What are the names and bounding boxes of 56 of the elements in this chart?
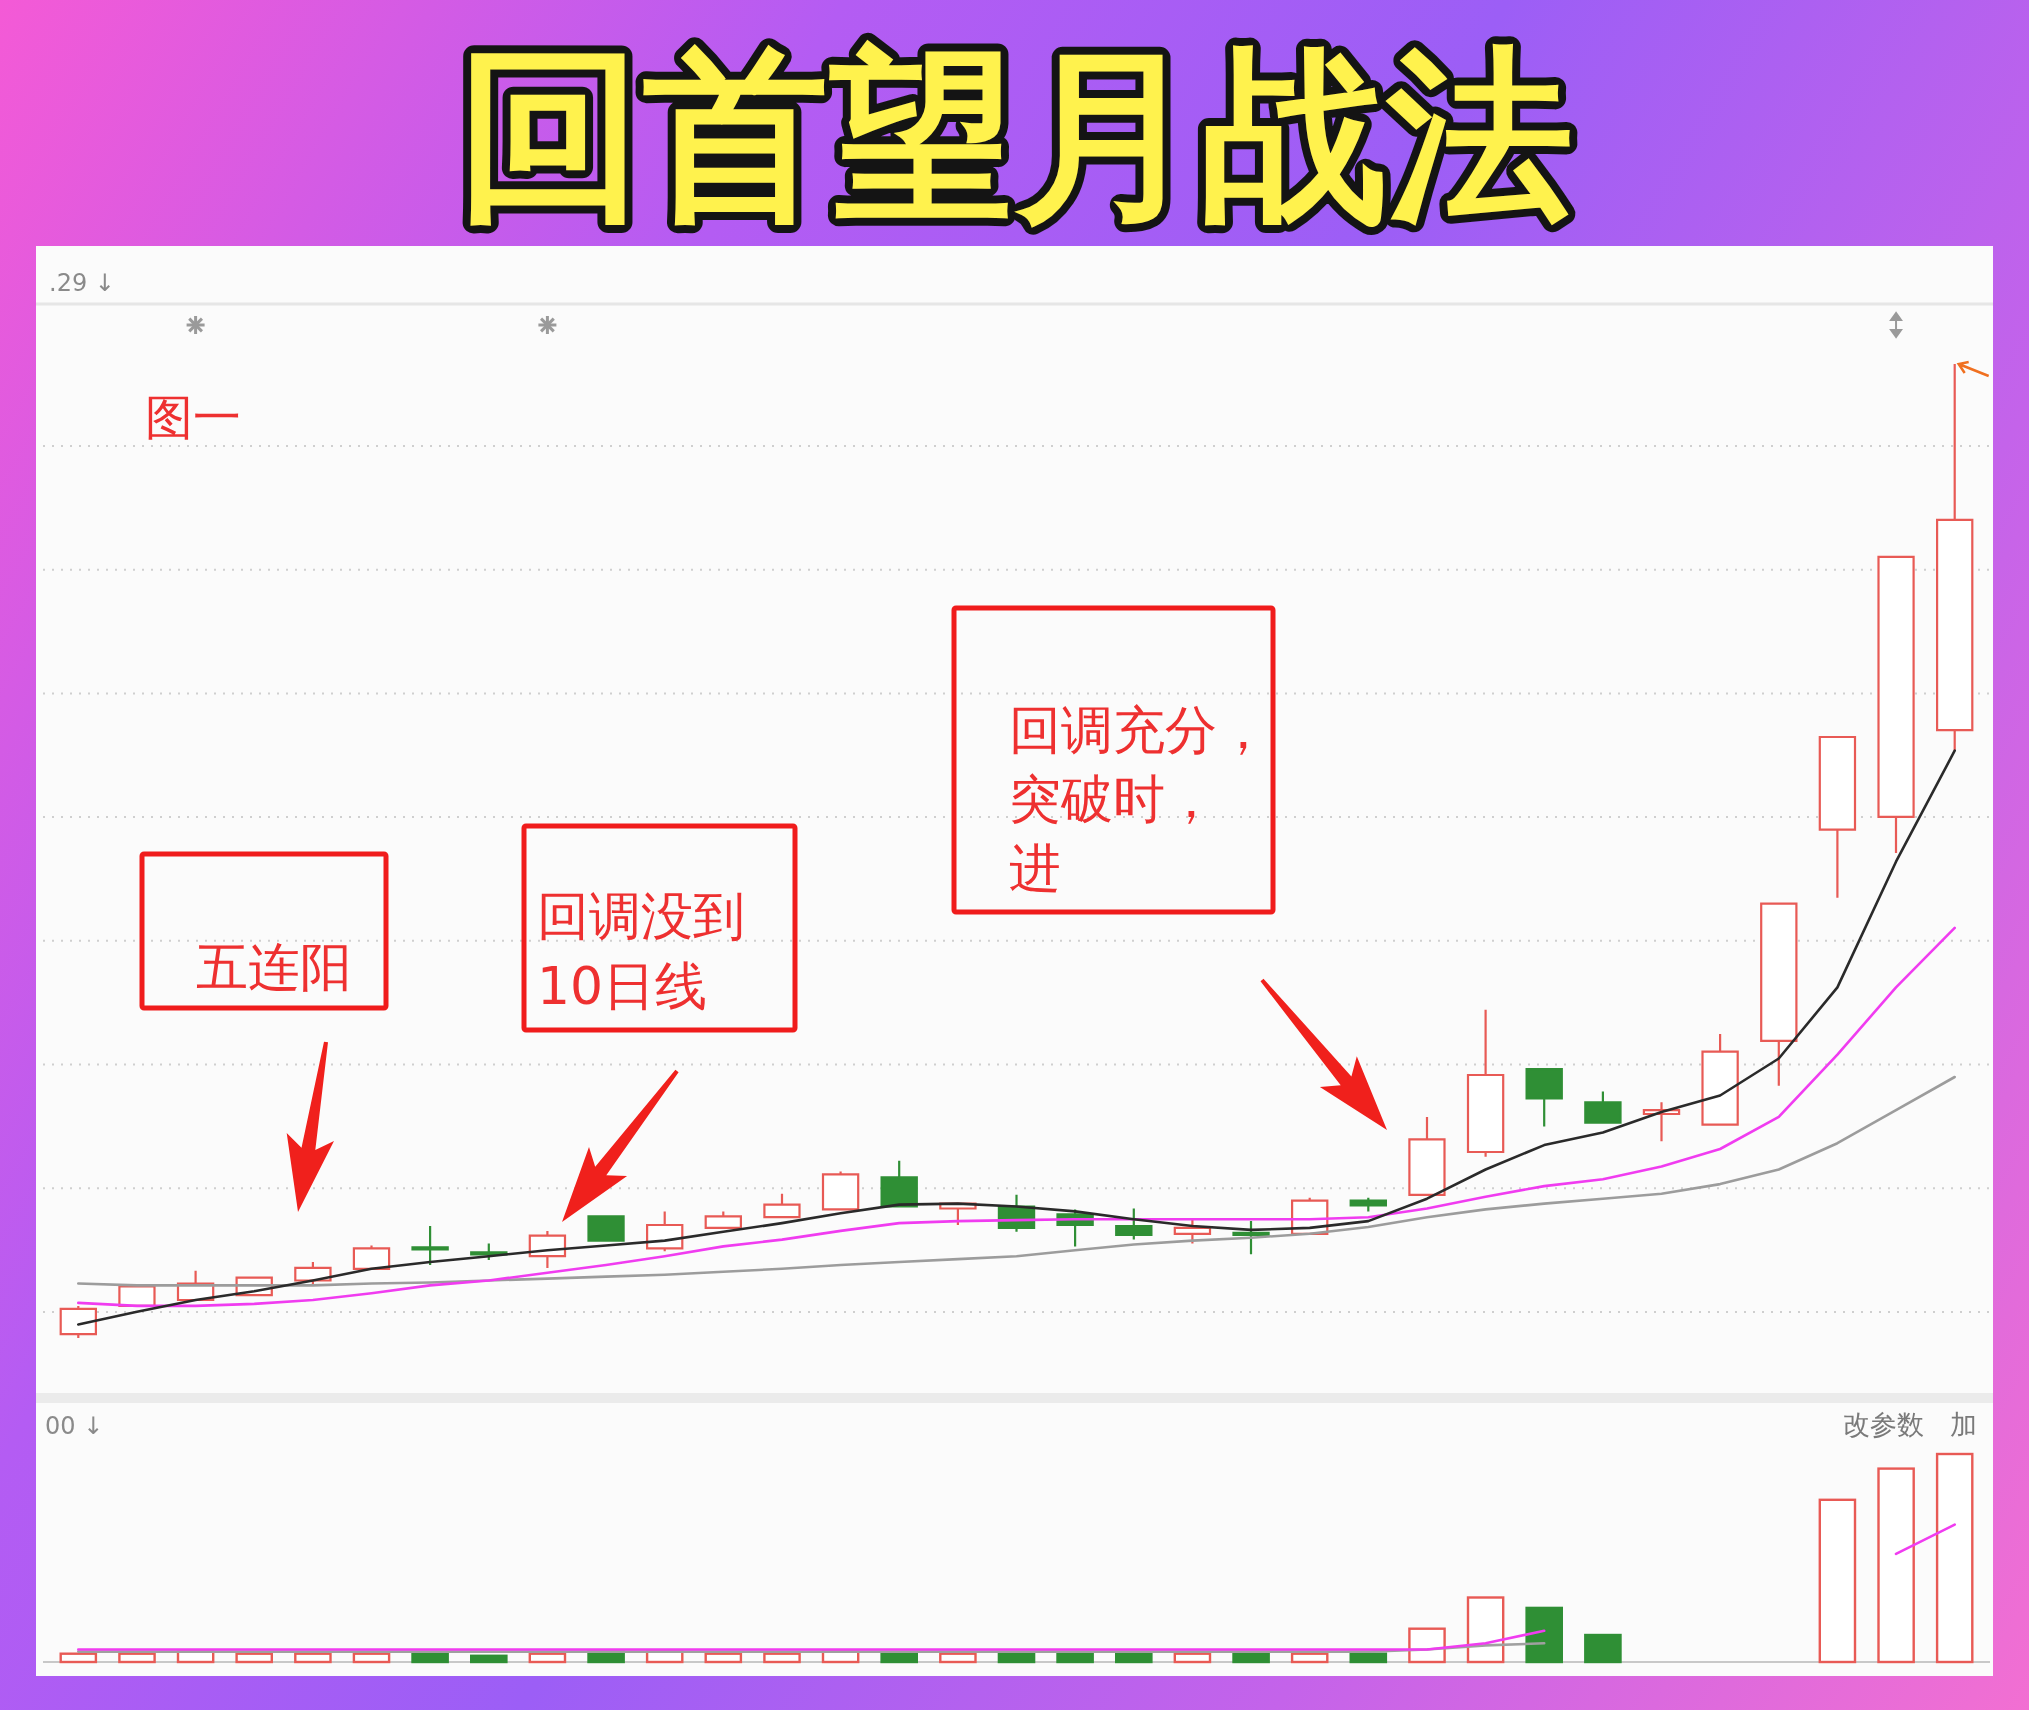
bar (1173, 1652, 1212, 1664)
text: .29 ↓ (49, 269, 115, 297)
bar (1466, 1596, 1505, 1664)
bar (118, 1652, 156, 1664)
bar (1349, 1652, 1388, 1664)
bar (704, 1652, 743, 1664)
bar (59, 1652, 98, 1664)
annotation: 图一 (145, 389, 241, 445)
bar (1935, 1452, 1974, 1664)
candlestick (587, 1215, 625, 1242)
candlestick (1115, 1207, 1153, 1241)
candlestick (704, 1210, 742, 1229)
chart-title: 回首望月战法 (457, 27, 1573, 244)
text: 加 (1950, 1409, 1977, 1440)
candlestick (1760, 902, 1798, 1087)
text: 00 ↓ (45, 1412, 104, 1440)
bar (1290, 1652, 1329, 1664)
bar (1584, 1633, 1622, 1664)
candlestick (352, 1244, 391, 1270)
candlestick (59, 1304, 97, 1340)
bar (235, 1652, 273, 1664)
bar (528, 1652, 567, 1664)
candlestick (1701, 1033, 1739, 1126)
bar (411, 1652, 449, 1664)
candlestick (1349, 1196, 1387, 1213)
annotation: 五连阳 (196, 937, 352, 997)
bar (1115, 1652, 1153, 1664)
bar (1232, 1652, 1270, 1664)
candlestick (1466, 1008, 1505, 1158)
candlestick (1408, 1115, 1446, 1196)
bar (1818, 1498, 1857, 1664)
bar (352, 1652, 391, 1664)
bar (294, 1652, 332, 1664)
bar (1408, 1627, 1446, 1664)
candlestick (880, 1159, 918, 1208)
bar (997, 1652, 1036, 1664)
candlestick (1584, 1090, 1622, 1124)
text: 改参数 (1843, 1409, 1924, 1440)
candlestick (821, 1170, 860, 1211)
bar (470, 1654, 508, 1664)
candlestick (1173, 1218, 1212, 1245)
candlestick (1232, 1220, 1270, 1256)
bar (1525, 1606, 1563, 1664)
annotation: 回调充分，突破时，进 (1009, 700, 1269, 898)
bar (1056, 1652, 1094, 1664)
bar (939, 1652, 977, 1664)
annotation: 回调没到10日线 (537, 886, 745, 1016)
candlestick (1818, 735, 1857, 899)
candlestick (1877, 555, 1915, 854)
candlestick (1525, 1068, 1563, 1128)
candlestick (763, 1192, 801, 1219)
candlestick (411, 1224, 449, 1267)
bar (880, 1652, 918, 1664)
candlestick (470, 1242, 508, 1262)
bar (1877, 1467, 1915, 1664)
bar (763, 1652, 801, 1664)
